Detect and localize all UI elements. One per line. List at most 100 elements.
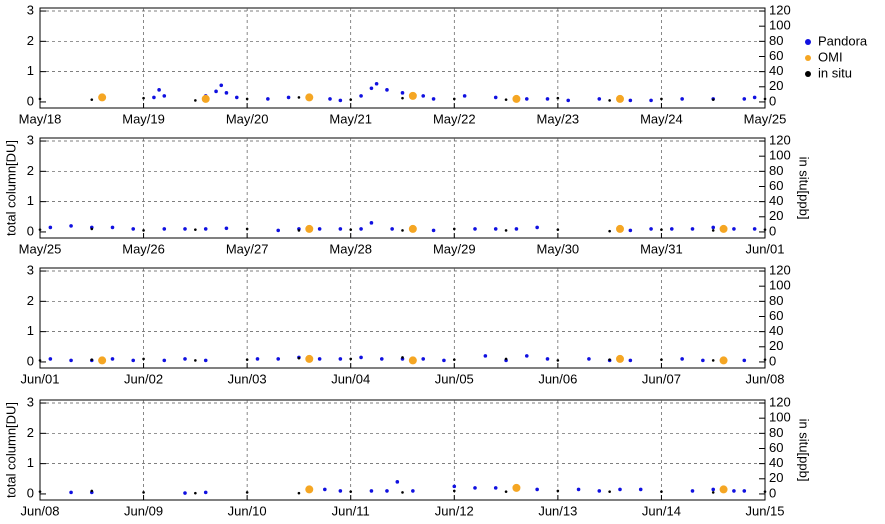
- legend-label: in situ: [818, 65, 852, 80]
- y2-tick-label: 40: [769, 193, 783, 208]
- data-point: [535, 225, 539, 230]
- data-point: [545, 97, 550, 101]
- data-point: [411, 489, 415, 493]
- data-point: [338, 357, 343, 361]
- data-point: [194, 491, 197, 495]
- y-axis-label: total column[DU]: [3, 140, 18, 236]
- y2-tick-label: 120: [769, 262, 791, 277]
- data-point: [524, 354, 529, 358]
- x-tick-label: Jun/01: [745, 241, 784, 256]
- data-point: [328, 97, 332, 101]
- data-point: [385, 88, 389, 92]
- data-point: [680, 97, 684, 101]
- data-point: [379, 357, 384, 361]
- x-tick-label: May/21: [329, 111, 372, 126]
- data-point: [493, 486, 498, 490]
- legend-marker: [805, 71, 811, 77]
- x-tick-label: May/23: [537, 111, 580, 126]
- x-tick-label: May/22: [433, 111, 476, 126]
- data-point: [597, 489, 602, 493]
- data-point: [349, 98, 353, 101]
- data-point: [401, 96, 404, 100]
- data-point: [628, 358, 633, 363]
- y-tick-label: 1: [27, 455, 34, 470]
- data-point: [349, 228, 353, 231]
- y-tick-label: 2: [27, 163, 34, 178]
- plot-frame: [39, 399, 766, 501]
- data-point: [504, 357, 508, 361]
- y2-tick-label: 0: [769, 485, 776, 500]
- data-point: [628, 228, 633, 233]
- data-point: [224, 226, 229, 231]
- data-point: [400, 91, 405, 95]
- data-point: [131, 358, 136, 363]
- y2-axis-label: in situ[ppb]: [797, 419, 812, 482]
- data-point: [763, 490, 767, 493]
- data-point: [157, 88, 161, 92]
- data-point: [131, 227, 136, 231]
- data-point: [323, 487, 327, 492]
- data-point: [452, 97, 456, 101]
- data-point: [421, 357, 426, 361]
- data-point: [369, 489, 374, 493]
- x-tick-label: Jun/12: [435, 503, 474, 518]
- data-point: [690, 489, 695, 493]
- data-point: [305, 93, 314, 102]
- x-tick-label: Jun/14: [642, 503, 681, 518]
- data-point: [266, 97, 270, 101]
- legend-marker: [805, 55, 811, 61]
- data-point: [452, 489, 456, 493]
- data-point: [452, 227, 456, 231]
- data-point: [90, 489, 94, 493]
- data-point: [660, 97, 663, 101]
- x-tick-label: Jun/09: [124, 503, 163, 518]
- data-point: [183, 227, 187, 231]
- data-point: [408, 224, 417, 233]
- data-point: [359, 355, 363, 360]
- data-point: [374, 81, 379, 86]
- data-point: [545, 357, 550, 361]
- data-point: [732, 227, 736, 231]
- y2-tick-label: 20: [769, 338, 783, 353]
- data-point: [338, 98, 343, 103]
- x-tick-label: May/27: [226, 241, 269, 256]
- data-point: [110, 357, 115, 361]
- plot-frame: [39, 267, 766, 369]
- data-point: [483, 354, 488, 358]
- data-point: [608, 490, 611, 493]
- data-point: [245, 358, 249, 361]
- data-point: [194, 359, 197, 362]
- x-tick-label: May/25: [19, 241, 62, 256]
- x-tick-label: Jun/15: [745, 503, 784, 518]
- data-point: [48, 357, 53, 361]
- data-point: [203, 358, 208, 363]
- y2-tick-label: 20: [769, 470, 783, 485]
- y-tick-label: 3: [27, 2, 34, 17]
- data-point: [297, 229, 301, 232]
- data-point: [556, 96, 560, 100]
- data-point: [297, 491, 301, 495]
- data-point: [38, 228, 42, 231]
- data-point: [152, 95, 156, 100]
- data-point: [711, 225, 716, 230]
- y2-tick-label: 0: [769, 93, 776, 108]
- data-point: [369, 221, 374, 225]
- data-point: [556, 359, 560, 362]
- y2-tick-label: 0: [769, 223, 776, 238]
- data-point: [183, 491, 187, 495]
- data-point: [214, 89, 218, 94]
- y2-tick-label: 120: [769, 132, 791, 147]
- data-point: [711, 491, 715, 494]
- data-point: [512, 94, 521, 103]
- data-point: [566, 98, 571, 103]
- y2-tick-label: 120: [769, 394, 791, 409]
- x-tick-label: Jun/13: [538, 503, 577, 518]
- data-point: [608, 358, 611, 361]
- plot-frame: [39, 7, 766, 109]
- y2-tick-label: 60: [769, 440, 783, 455]
- data-point: [719, 224, 728, 233]
- data-point: [616, 94, 624, 103]
- data-point: [276, 357, 281, 361]
- data-point: [255, 357, 260, 361]
- data-point: [245, 97, 249, 101]
